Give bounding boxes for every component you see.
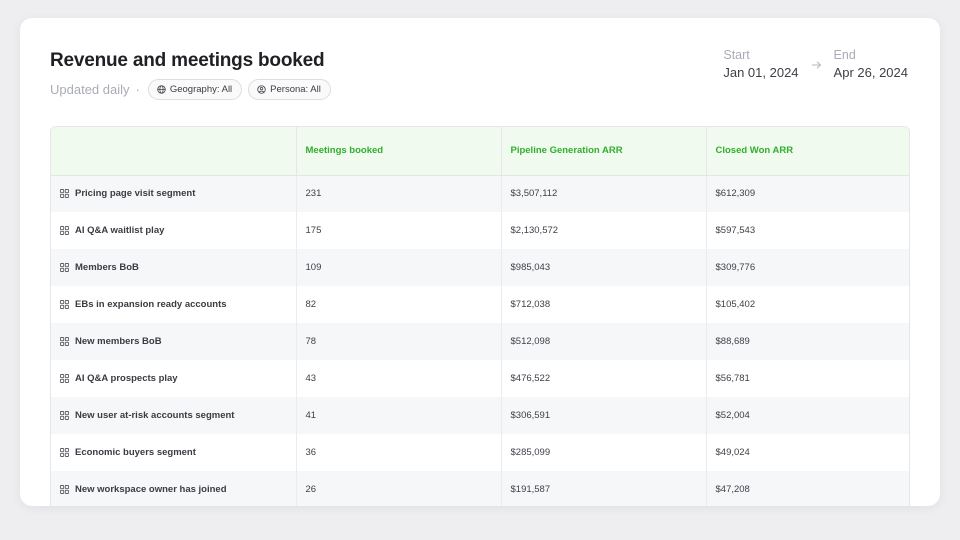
pipeline-cell: $285,099 (501, 434, 707, 471)
meetings-cell: 82 (296, 286, 502, 323)
meetings-cell: 41 (296, 397, 502, 434)
report-card: Revenue and meetings booked Updated dail… (20, 18, 940, 506)
closed-won-cell: $47,208 (706, 471, 909, 506)
closed-won-cell: $56,781 (706, 360, 909, 397)
date-range[interactable]: Start Jan 01, 2024 End Apr 26, 2024 (723, 48, 908, 80)
table-row[interactable]: Pricing page visit segment 231 $3,507,112 $… (51, 175, 909, 212)
table-row[interactable]: Members BoB 109 $985,043 $309,776 (51, 249, 909, 286)
segment-cell[interactable]: Economic buyers segment (51, 434, 297, 471)
closed-won-cell: $88,689 (706, 323, 909, 360)
pipeline-cell: $191,587 (501, 471, 707, 506)
table-row[interactable]: AI Q&A waitlist play 175 $2,130,572 $597,54… (51, 212, 909, 249)
segment-cell[interactable]: Pricing page visit segment (51, 175, 297, 212)
geography-filter-label: Geography: All (169, 83, 233, 95)
segment-grid-icon (60, 300, 69, 309)
pipeline-cell: $306,591 (501, 397, 707, 434)
persona-filter-chip[interactable]: Persona: All (248, 78, 331, 100)
user-circle-icon (257, 84, 266, 94)
segment-cell[interactable]: AI Q&A waitlist play (51, 212, 297, 249)
segment-name: New workspace owner has joined (75, 484, 227, 495)
separator-dot: · (135, 81, 140, 97)
segment-cell[interactable]: New user at-risk accounts segment (51, 397, 297, 434)
table-row[interactable]: EBs in expansion ready accounts 82 $712,03… (51, 286, 909, 323)
segment-grid-icon (60, 485, 69, 494)
segment-name: Members BoB (75, 262, 139, 273)
meetings-cell: 231 (296, 175, 502, 212)
end-date[interactable]: End Apr 26, 2024 (834, 48, 908, 80)
table-header-row: Meetings booked Pipeline Generation ARR … (51, 127, 909, 176)
pipeline-cell: $476,522 (501, 360, 707, 397)
segment-cell[interactable]: New workspace owner has joined (51, 471, 297, 506)
geography-filter-chip[interactable]: Geography: All (147, 78, 243, 100)
closed-won-cell: $612,309 (706, 175, 909, 212)
table-row[interactable]: New user at-risk accounts segment 41 $306,… (51, 397, 909, 434)
segment-grid-icon (60, 337, 69, 346)
segment-cell[interactable]: EBs in expansion ready accounts (51, 286, 297, 323)
column-header-closed-won[interactable]: Closed Won ARR (706, 127, 909, 176)
column-header-meetings[interactable]: Meetings booked (296, 127, 502, 176)
segment-grid-icon (60, 374, 69, 383)
segment-name: New members BoB (75, 336, 162, 347)
closed-won-cell: $597,543 (706, 212, 909, 249)
end-date-value: Apr 26, 2024 (833, 65, 908, 80)
meetings-cell: 175 (296, 212, 502, 249)
segment-name: Pricing page visit segment (75, 188, 196, 200)
page-title: Revenue and meetings booked (50, 50, 325, 71)
segment-cell[interactable]: AI Q&A prospects play (51, 360, 297, 397)
closed-won-cell: $309,776 (706, 249, 909, 286)
pipeline-cell: $2,130,572 (501, 212, 707, 249)
pipeline-cell: $3,507,112 (501, 175, 707, 212)
table-row[interactable]: Economic buyers segment 36 $285,099 $49,024 (51, 434, 909, 471)
segment-cell[interactable]: Members BoB (51, 249, 297, 286)
update-frequency: Updated daily (50, 81, 130, 97)
segment-name: AI Q&A prospects play (75, 373, 178, 384)
meetings-cell: 78 (296, 323, 502, 360)
table-row[interactable]: New workspace owner has joined 26 $191,587… (51, 471, 909, 506)
segment-name: AI Q&A waitlist play (75, 225, 165, 236)
segment-cell[interactable]: New members BoB (51, 323, 297, 360)
column-header-pipeline[interactable]: Pipeline Generation ARR (501, 127, 707, 176)
meetings-cell: 109 (296, 249, 502, 286)
end-date-label: End (833, 48, 856, 62)
segment-grid-icon (60, 189, 69, 199)
segment-name: New user at-risk accounts segment (75, 410, 235, 421)
segment-grid-icon (60, 226, 69, 235)
segment-grid-icon (60, 448, 69, 457)
table-row[interactable]: AI Q&A prospects play 43 $476,522 $56,781 (51, 360, 909, 397)
segment-name: EBs in expansion ready accounts (75, 299, 227, 310)
segment-grid-icon (60, 263, 69, 272)
closed-won-cell: $105,402 (706, 286, 909, 323)
start-date-value: Jan 01, 2024 (723, 65, 799, 80)
globe-icon (157, 84, 166, 94)
persona-filter-label: Persona: All (270, 83, 321, 95)
meetings-cell: 26 (296, 471, 502, 506)
data-table-container: Meetings booked Pipeline Generation ARR … (50, 126, 910, 506)
closed-won-cell: $52,004 (706, 397, 909, 434)
start-date[interactable]: Start Jan 01, 2024 (723, 48, 798, 80)
meetings-cell: 43 (296, 360, 502, 397)
table-row[interactable]: New members BoB 78 $512,098 $88,689 (51, 323, 909, 360)
start-date-label: Start (723, 48, 750, 62)
column-header-segment[interactable] (51, 127, 297, 176)
meetings-cell: 36 (296, 434, 502, 471)
pipeline-cell: $712,038 (501, 286, 707, 323)
pipeline-cell: $985,043 (501, 249, 707, 286)
segment-grid-icon (60, 411, 69, 420)
subtitle-row: Updated daily · Geography: All Persona: … (50, 78, 331, 100)
segment-name: Economic buyers segment (75, 447, 196, 458)
pipeline-cell: $512,098 (501, 323, 707, 360)
arrow-right-icon (811, 61, 821, 69)
data-table: Meetings booked Pipeline Generation ARR … (51, 127, 909, 506)
closed-won-cell: $49,024 (706, 434, 909, 471)
